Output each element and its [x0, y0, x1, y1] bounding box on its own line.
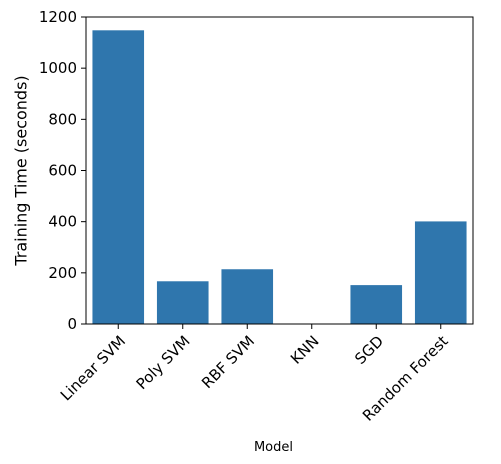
bar-linear-svm [92, 30, 145, 324]
y-axis-ticks: 0 200 400 600 800 1000 1200 [39, 8, 86, 333]
y-tick-label: 400 [48, 213, 77, 231]
bar-random-forest [414, 221, 467, 324]
plot-frame [85, 16, 474, 325]
x-axis-label: Model [254, 440, 293, 455]
bar-poly-svm [156, 281, 209, 324]
y-tick-label: 1000 [39, 59, 77, 77]
x-tick-label: KNN [287, 332, 323, 368]
y-tick-label: 800 [48, 110, 77, 128]
y-axis-label: Training Time (seconds) [12, 75, 31, 266]
x-tick-label: RBF SVM [198, 332, 258, 392]
y-tick-label: 200 [48, 264, 77, 282]
y-tick-label: 1200 [39, 8, 77, 26]
y-tick-label: 0 [67, 315, 77, 333]
x-tick-label: Poly SVM [133, 332, 194, 393]
y-tick-label: 600 [48, 162, 77, 180]
bars-group [92, 30, 467, 324]
bar-sgd [350, 285, 403, 324]
x-tick-label: SGD [351, 332, 387, 368]
bar-rbf-svm [221, 269, 274, 324]
x-tick-label: Linear SVM [57, 332, 129, 404]
